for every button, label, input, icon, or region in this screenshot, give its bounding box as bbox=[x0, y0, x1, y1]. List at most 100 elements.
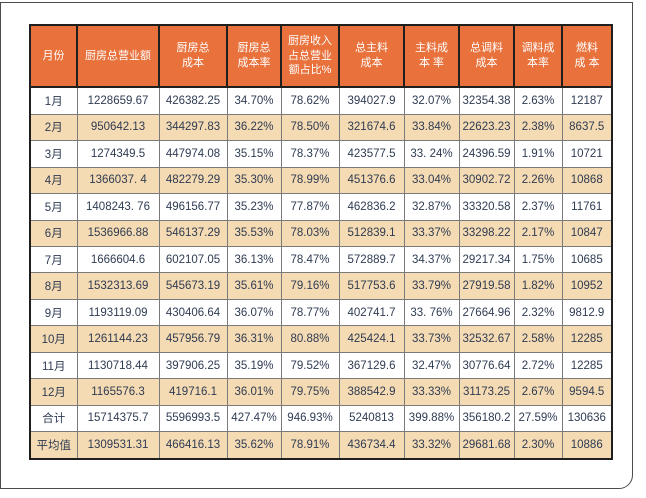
data-cell: 447974.08 bbox=[158, 140, 228, 168]
data-cell: 5240813 bbox=[338, 404, 405, 433]
data-cell: 321674.6 bbox=[338, 113, 405, 142]
data-cell: 10886 bbox=[561, 431, 613, 460]
data-cell: 602107.05 bbox=[158, 245, 228, 274]
data-cell: 1165576.3 bbox=[76, 378, 160, 406]
data-cell: 78.77% bbox=[280, 298, 340, 327]
data-cell: 78.99% bbox=[280, 166, 340, 195]
data-cell: 22623.23 bbox=[458, 113, 515, 142]
data-cell: 78.47% bbox=[280, 245, 340, 274]
row-header: 9月 bbox=[29, 298, 78, 327]
row-header: 8月 bbox=[29, 272, 78, 300]
column-header: 厨房总 成本 bbox=[158, 24, 228, 88]
data-cell: 10685 bbox=[561, 245, 613, 274]
data-cell: 36.13% bbox=[226, 245, 282, 274]
data-cell: 423577.5 bbox=[338, 140, 405, 168]
data-cell: 1.75% bbox=[513, 245, 563, 274]
data-cell: 33.79% bbox=[403, 272, 460, 300]
column-header: 厨房总 成本率 bbox=[226, 24, 282, 88]
column-header: 总主料 成本 bbox=[338, 24, 405, 88]
data-cell: 78.62% bbox=[280, 86, 340, 115]
data-cell: 78.91% bbox=[280, 431, 340, 460]
data-cell: 419716.1 bbox=[158, 378, 228, 406]
table-row: 5月 1408243. 76 496156.77 35.23% 77.87% 462836… bbox=[29, 193, 613, 221]
data-cell: 79.75% bbox=[280, 378, 340, 406]
data-cell: 33.04% bbox=[403, 166, 460, 195]
data-cell: 1193119.09 bbox=[76, 298, 160, 327]
data-cell: 1666604.6 bbox=[76, 245, 160, 274]
data-cell: 2.38% bbox=[513, 113, 563, 142]
row-header: 11月 bbox=[29, 351, 78, 380]
data-cell: 8637.5 bbox=[561, 113, 613, 142]
data-cell: 2.17% bbox=[513, 219, 563, 248]
table-row: 4月 1366037. 4 482279.29 35.30% 78.99% 451376.… bbox=[29, 166, 613, 195]
data-cell: 31173.25 bbox=[458, 378, 515, 406]
data-cell: 33.37% bbox=[403, 219, 460, 248]
data-cell: 1130718.44 bbox=[76, 351, 160, 380]
data-cell: 10847 bbox=[561, 219, 613, 248]
row-header: 合计 bbox=[29, 404, 78, 433]
data-cell: 29217.34 bbox=[458, 245, 515, 274]
data-cell: 466416.13 bbox=[158, 431, 228, 460]
data-cell: 1532313.69 bbox=[76, 272, 160, 300]
data-cell: 496156.77 bbox=[158, 193, 228, 221]
column-header: 厨房收入 占总营业 额占比% bbox=[280, 24, 340, 88]
data-cell: 5596993.5 bbox=[158, 404, 228, 433]
data-cell: 1274349.5 bbox=[76, 140, 160, 168]
data-cell: 79.52% bbox=[280, 351, 340, 380]
table-row: 合计 15714375.7 5596993.5 427.47% 946.93% 52408… bbox=[29, 404, 613, 433]
data-cell: 572889.7 bbox=[338, 245, 405, 274]
data-cell: 11761 bbox=[561, 193, 613, 221]
data-cell: 2.30% bbox=[513, 431, 563, 460]
data-cell: 2.58% bbox=[513, 325, 563, 353]
data-cell: 78.50% bbox=[280, 113, 340, 142]
data-cell: 2.26% bbox=[513, 166, 563, 195]
data-cell: 12285 bbox=[561, 351, 613, 380]
data-cell: 79.16% bbox=[280, 272, 340, 300]
data-cell: 12285 bbox=[561, 325, 613, 353]
data-cell: 2.37% bbox=[513, 193, 563, 221]
data-cell: 33.32% bbox=[403, 431, 460, 460]
data-cell: 36.01% bbox=[226, 378, 282, 406]
data-cell: 512839.1 bbox=[338, 219, 405, 248]
data-cell: 27.59% bbox=[513, 404, 563, 433]
data-cell: 33. 24% bbox=[403, 140, 460, 168]
column-header: 主料成 本 率 bbox=[403, 24, 460, 88]
data-cell: 2.72% bbox=[513, 351, 563, 380]
data-cell: 30902.72 bbox=[458, 166, 515, 195]
data-cell: 130636 bbox=[561, 404, 613, 433]
row-header: 10月 bbox=[29, 325, 78, 353]
data-cell: 33320.58 bbox=[458, 193, 515, 221]
data-cell: 436734.4 bbox=[338, 431, 405, 460]
data-cell: 33. 76% bbox=[403, 298, 460, 327]
table-row: 平均值 1309531.31 466416.13 35.62% 78.91% 436734… bbox=[29, 431, 613, 460]
data-cell: 32.47% bbox=[403, 351, 460, 380]
data-cell: 517753.6 bbox=[338, 272, 405, 300]
data-cell: 33298.22 bbox=[458, 219, 515, 248]
data-cell: 12187 bbox=[561, 86, 613, 115]
data-cell: 482279.29 bbox=[158, 166, 228, 195]
data-cell: 426382.25 bbox=[158, 86, 228, 115]
image-frame bbox=[0, 2, 633, 489]
data-cell: 344297.83 bbox=[158, 113, 228, 142]
data-cell: 78.03% bbox=[280, 219, 340, 248]
data-cell: 10868 bbox=[561, 166, 613, 195]
data-cell: 27919.58 bbox=[458, 272, 515, 300]
data-cell: 35.15% bbox=[226, 140, 282, 168]
data-cell: 1228659.67 bbox=[76, 86, 160, 115]
data-cell: 545673.19 bbox=[158, 272, 228, 300]
data-cell: 34.37% bbox=[403, 245, 460, 274]
row-header: 12月 bbox=[29, 378, 78, 406]
data-cell: 462836.2 bbox=[338, 193, 405, 221]
data-cell: 427.47% bbox=[226, 404, 282, 433]
data-cell: 77.87% bbox=[280, 193, 340, 221]
data-cell: 1408243. 76 bbox=[76, 193, 160, 221]
data-cell: 457956.79 bbox=[158, 325, 228, 353]
data-cell: 33.33% bbox=[403, 378, 460, 406]
table-row: 9月 1193119.09 430406.64 36.07% 78.77% 402741.… bbox=[29, 298, 613, 327]
table-row: 8月 1532313.69 545673.19 35.61% 79.16% 517753.… bbox=[29, 272, 613, 300]
data-cell: 397906.25 bbox=[158, 351, 228, 380]
header-row: 月份 厨房总营业额 厨房总 成本 厨房总 成本率 厨房收入 占总营业 额占比% 总主料 成… bbox=[29, 24, 613, 88]
table-row: 6月 1536966.88 546137.29 35.53% 78.03% 512839.… bbox=[29, 219, 613, 248]
data-cell: 9812.9 bbox=[561, 298, 613, 327]
